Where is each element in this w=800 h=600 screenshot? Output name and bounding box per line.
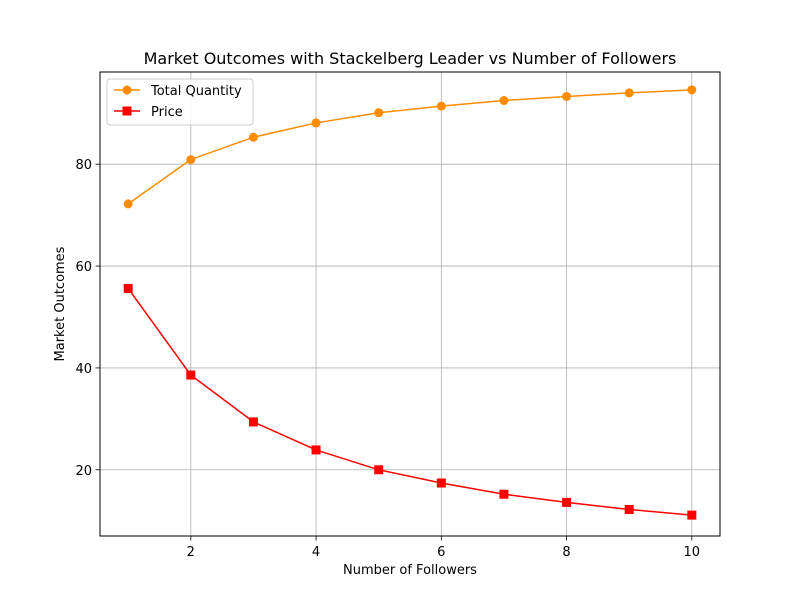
- y-axis-label: Market Outcomes: [53, 246, 68, 361]
- data-point-price: [562, 497, 572, 507]
- data-point-price: [123, 283, 133, 293]
- data-point-total-quantity: [624, 88, 634, 98]
- data-point-total-quantity: [562, 91, 572, 101]
- plot-area: [100, 72, 720, 536]
- y-tick-label: 80: [75, 158, 92, 173]
- legend-marker-price: [122, 106, 132, 116]
- grid-lines: [100, 72, 720, 536]
- legend-label-total-quantity: Total Quantity: [150, 84, 242, 99]
- data-point-price: [248, 417, 258, 427]
- data-point-total-quantity: [311, 118, 321, 128]
- x-tick-label: 4: [312, 545, 320, 560]
- data-point-price: [311, 445, 321, 455]
- data-point-price: [687, 510, 697, 520]
- x-axis-label: Number of Followers: [343, 563, 477, 578]
- legend-box: [106, 78, 254, 126]
- y-tick-label: 40: [75, 362, 92, 377]
- series-line-price: [127, 288, 692, 516]
- plot-frame: [99, 71, 721, 537]
- data-point-price: [499, 489, 509, 499]
- series-line-total-quantity: [127, 89, 692, 205]
- series-layer: [123, 85, 697, 520]
- x-tick-label: 10: [684, 545, 701, 560]
- data-point-total-quantity: [499, 96, 509, 106]
- data-point-price: [186, 370, 196, 380]
- x-tick-label: 8: [562, 545, 570, 560]
- data-point-price: [624, 505, 634, 515]
- legend-marker-total-quantity: [122, 85, 132, 95]
- legend-label-price: Price: [151, 105, 183, 120]
- data-point-total-quantity: [186, 155, 196, 165]
- data-point-total-quantity: [123, 199, 133, 209]
- data-point-total-quantity: [248, 132, 258, 142]
- data-point-total-quantity: [436, 101, 446, 111]
- legend: Total Quantity Price: [106, 78, 254, 126]
- x-tick-label: 6: [437, 545, 445, 560]
- y-tick-label: 60: [75, 260, 92, 275]
- chart-title: Market Outcomes with Stackelberg Leader …: [144, 49, 677, 68]
- data-point-total-quantity: [374, 108, 384, 118]
- x-tick-label: 2: [187, 545, 195, 560]
- tick-layer: 2 4 6 8 10 20 40 60 80: [75, 158, 700, 560]
- data-point-price: [436, 478, 446, 488]
- data-point-total-quantity: [687, 85, 697, 95]
- data-point-price: [374, 465, 384, 475]
- y-tick-label: 20: [75, 464, 92, 479]
